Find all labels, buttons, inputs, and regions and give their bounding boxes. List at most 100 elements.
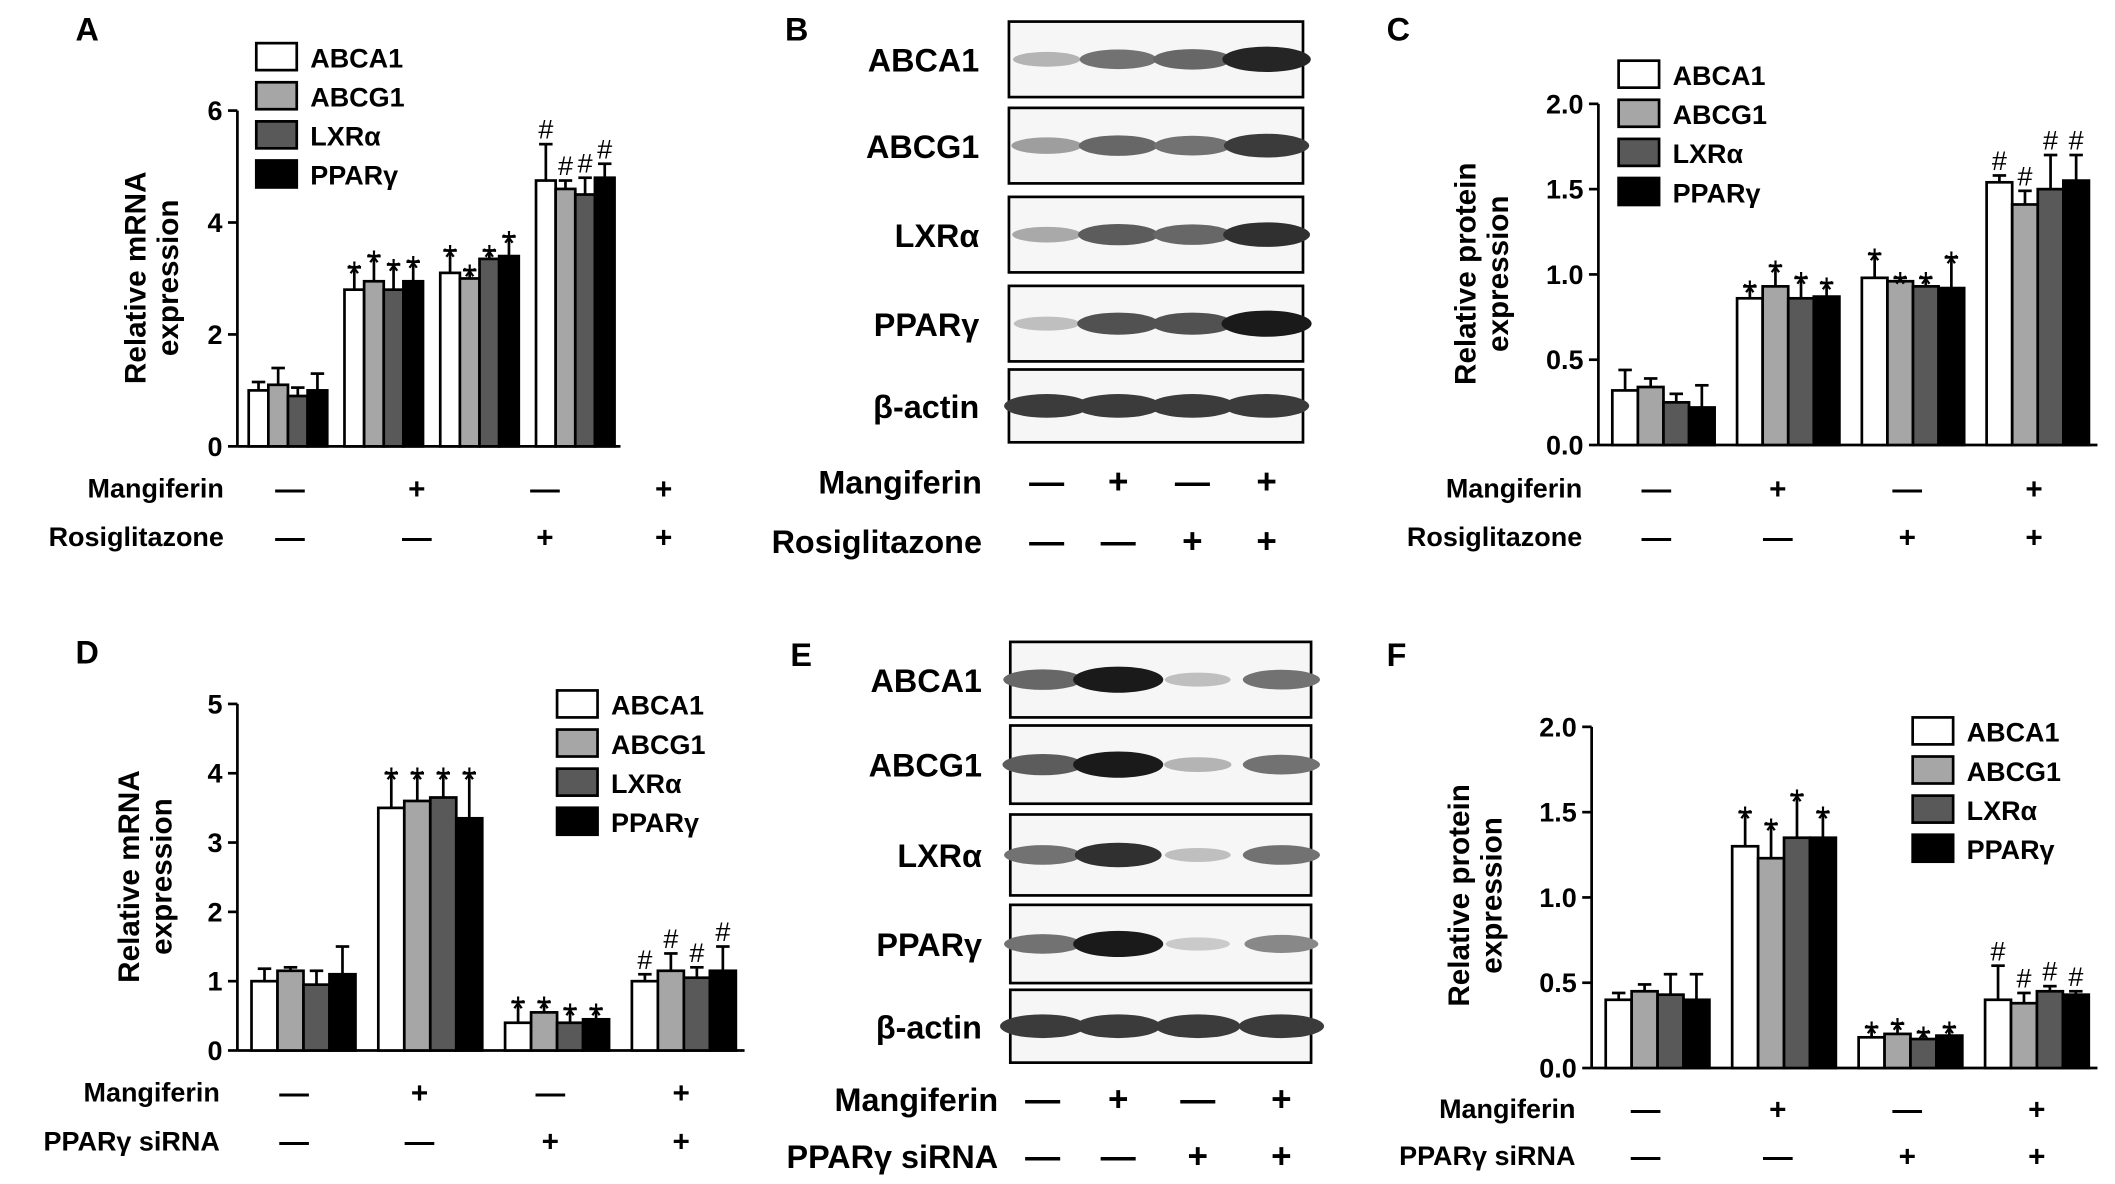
- panel-e: E ABCA1 ABCG1 LXRα PPARγ β-actin Mangiferin — + —…: [787, 637, 1325, 1176]
- bar-PPARγ: [402, 279, 425, 448]
- bar-LXRα: [1786, 296, 1816, 447]
- significance-star: *: [1893, 266, 1907, 305]
- condition-plus: +: [411, 1077, 428, 1110]
- significance-hash: #: [2043, 126, 2058, 156]
- bar-ABCG1: [2009, 1001, 2039, 1070]
- condition-plus: +: [1899, 522, 1916, 555]
- panel-label: E: [790, 637, 812, 673]
- legend-swatch-LXRα: [555, 767, 599, 797]
- legend-entry: LXRα: [1967, 796, 2038, 826]
- significance-star: *: [347, 255, 361, 294]
- condition-plus: +: [655, 473, 672, 506]
- condition-plus: +: [1271, 1080, 1291, 1119]
- blot-band: [1004, 394, 1090, 418]
- y-axis-label: Relative proteinexpression: [1450, 163, 1515, 385]
- bar-LXRα: [478, 257, 501, 448]
- significance-star: *: [462, 761, 476, 800]
- condition-minus: —: [1025, 1080, 1061, 1119]
- condition-plus: +: [2028, 1140, 2045, 1173]
- significance-star: *: [443, 238, 457, 277]
- y-tick-label: 0: [208, 1036, 223, 1066]
- blot-band: [1073, 930, 1164, 958]
- significance-star: *: [1816, 800, 1830, 839]
- condition-minus: —: [275, 522, 305, 555]
- legend-swatch-ABCA1: [1911, 716, 1955, 746]
- bar-PPARγ: [1935, 1034, 1964, 1070]
- bar-LXRα: [1911, 285, 1940, 447]
- bar-ABCA1: [376, 806, 406, 1052]
- condition-minus: —: [1763, 1140, 1793, 1173]
- panel-d: D Relative mRNAexpression 0 1 2 3 4 5 * * * * * * * * # #…: [43, 634, 745, 1159]
- significance-hash: #: [538, 115, 553, 145]
- legend-entry: ABCA1: [1967, 718, 2060, 748]
- significance-star: *: [1917, 1020, 1931, 1059]
- significance-hash: #: [2017, 161, 2032, 191]
- blot-band-label: ABCA1: [870, 663, 981, 699]
- condition-minus: —: [1029, 463, 1065, 502]
- legend-swatch-PPARγ: [555, 806, 599, 837]
- condition-minus: —: [279, 1126, 309, 1159]
- bar-ABCG1: [276, 969, 305, 1052]
- y-tick-label: 1.5: [1539, 798, 1577, 828]
- blot-band: [1223, 133, 1310, 158]
- legend-entry: ABCG1: [1967, 757, 2061, 787]
- condition-minus: —: [279, 1077, 309, 1110]
- bar-ABCA1: [534, 179, 558, 448]
- y-axis-label-line: Relative protein: [1450, 163, 1483, 385]
- y-tick-label: 6: [208, 96, 223, 126]
- bar-ABCG1: [458, 277, 481, 448]
- condition-plus: +: [1899, 1140, 1916, 1173]
- bar-PPARγ: [1687, 406, 1716, 447]
- blot-band: [1242, 754, 1320, 775]
- legend-swatch-LXRα: [1911, 794, 1955, 824]
- legend-swatch-PPARγ: [1617, 176, 1661, 207]
- significance-star: *: [1945, 245, 1959, 284]
- significance-star: *: [1743, 274, 1757, 313]
- bar-ABCA1: [1983, 998, 2013, 1070]
- bar-LXRα: [1656, 993, 1685, 1070]
- bar-LXRα: [2035, 989, 2065, 1070]
- blot-band: [1165, 937, 1230, 951]
- blot-band: [1075, 394, 1161, 418]
- significance-star: *: [384, 761, 398, 800]
- blot-band: [1149, 394, 1236, 418]
- condition-minus: —: [536, 1077, 566, 1110]
- significance-star: *: [410, 761, 424, 800]
- condition-label: Mangiferin: [1446, 474, 1582, 504]
- significance-star: *: [406, 250, 420, 289]
- legend-swatch-ABCA1: [254, 41, 299, 72]
- condition-plus: +: [1769, 1093, 1786, 1126]
- blot-band: [1075, 1014, 1161, 1039]
- significance-star: *: [367, 244, 381, 283]
- condition-minus: —: [1892, 473, 1922, 506]
- significance-star: *: [1794, 266, 1808, 305]
- bar-ABCA1: [1860, 276, 1889, 447]
- blot-band-label: β-actin: [876, 1009, 982, 1045]
- bar-PPARγ: [581, 1017, 611, 1052]
- y-tick-label: 0.0: [1546, 430, 1584, 460]
- y-tick-label: 4: [208, 208, 223, 238]
- significance-star: *: [1769, 254, 1783, 293]
- condition-minus: —: [402, 522, 432, 555]
- blot-band: [1077, 312, 1160, 335]
- y-tick-label: 5: [208, 689, 223, 719]
- bar-ABCA1: [1857, 1035, 1886, 1070]
- significance-hash: #: [597, 134, 612, 164]
- bar-ABCA1: [1735, 296, 1765, 447]
- legend-entry: ABCG1: [310, 83, 404, 113]
- bar-ABCG1: [1756, 856, 1786, 1070]
- bar-PPARγ: [1937, 286, 1966, 447]
- blot-band: [1164, 847, 1231, 862]
- blot-band: [1152, 224, 1232, 245]
- blot-band: [1073, 751, 1164, 778]
- bar-PPARγ: [454, 816, 484, 1052]
- blot-band: [1012, 51, 1081, 67]
- legend-swatch-PPARγ: [1911, 833, 1955, 864]
- bar-LXRα: [1662, 401, 1691, 447]
- blot-band: [1223, 222, 1311, 247]
- condition-plus: +: [1108, 1080, 1128, 1119]
- legend-swatch-ABCG1: [555, 728, 599, 758]
- y-tick-label: 2: [208, 320, 223, 350]
- condition-plus: +: [673, 1077, 690, 1110]
- legend-swatch-PPARγ: [254, 159, 299, 189]
